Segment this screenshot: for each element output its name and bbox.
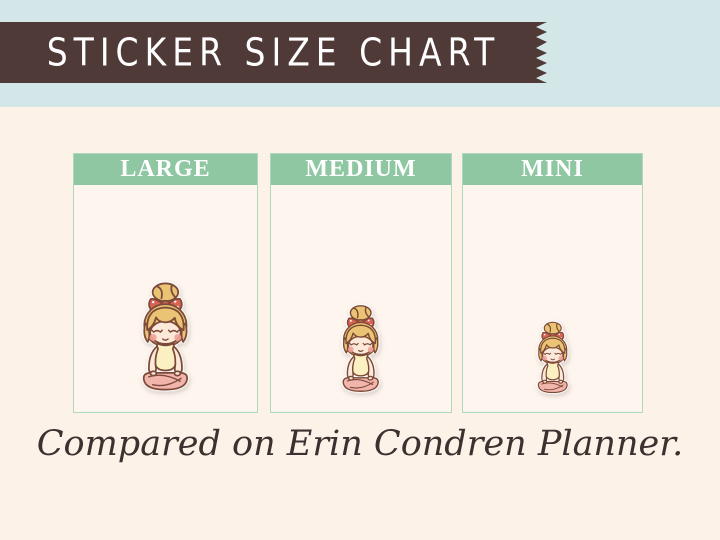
size-card-medium: MEDIUM [270, 153, 452, 413]
meditating-girl-sticker-mini [537, 321, 568, 394]
meditating-girl-sticker-medium [342, 305, 380, 392]
comparison-caption: Compared on Erin Condren Planner. [36, 424, 684, 464]
meditating-girl-sticker-large [142, 282, 189, 391]
size-label-mini: MINI [521, 156, 584, 182]
size-card-header-large: LARGE [74, 154, 257, 185]
title-ribbon: STICKER SIZE CHART [0, 22, 547, 83]
size-card-body-medium [271, 185, 451, 412]
size-card-body-mini [463, 185, 642, 412]
size-card-mini: MINI [462, 153, 643, 413]
size-card-body-large [74, 185, 257, 412]
size-label-medium: MEDIUM [305, 156, 417, 182]
size-label-large: LARGE [120, 156, 211, 182]
size-card-header-mini: MINI [463, 154, 642, 185]
size-card-header-medium: MEDIUM [271, 154, 451, 185]
size-card-large: LARGE [73, 153, 258, 413]
page-title: STICKER SIZE CHART [46, 30, 501, 75]
